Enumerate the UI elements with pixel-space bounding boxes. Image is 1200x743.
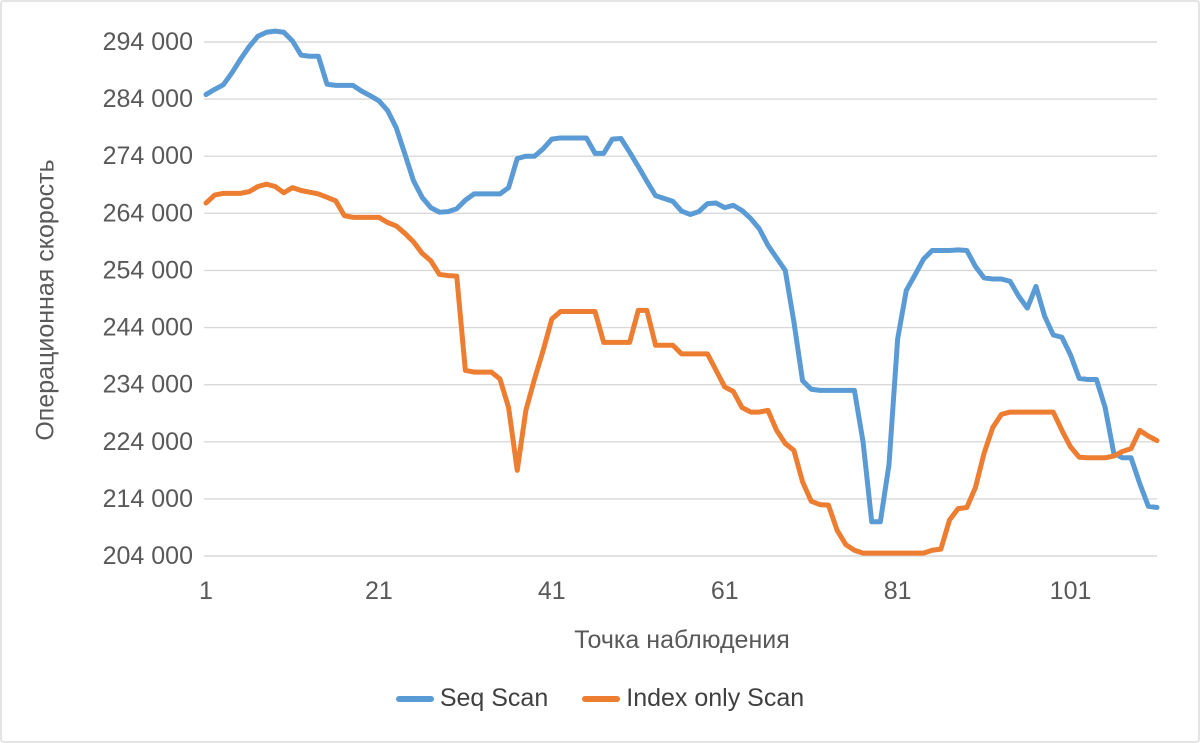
y-tick-label: 214 000	[103, 485, 193, 513]
legend-item-seq-scan: Seq Scan	[395, 684, 549, 713]
seq-scan-line	[203, 28, 1160, 525]
seq-scan-swatch	[395, 695, 434, 702]
y-tick-label: 224 000	[103, 428, 193, 456]
x-tick-label: 21	[365, 577, 393, 605]
y-tick-label: 234 000	[103, 371, 193, 399]
y-tick-label: 264 000	[103, 199, 193, 227]
legend: Seq Scan Index only Scan	[2, 684, 1198, 713]
y-tick-label: 254 000	[103, 256, 193, 284]
index-only-scan-swatch	[582, 695, 621, 702]
legend-item-index-only-scan: Index only Scan	[582, 684, 804, 713]
y-axis-title: Операционная скорость	[31, 159, 60, 441]
x-tick-label: 81	[884, 577, 912, 605]
x-tick-label: 61	[711, 577, 739, 605]
x-tick-label: 41	[538, 577, 566, 605]
y-tick-label: 244 000	[103, 314, 193, 342]
y-tick-label: 274 000	[103, 142, 193, 170]
x-tick-label: 1	[199, 577, 213, 605]
seq-scan-legend-label: Seq Scan	[439, 684, 549, 712]
index-only-scan-line	[203, 181, 1160, 556]
x-axis-title: Точка наблюдения	[574, 626, 790, 654]
index-only-scan-legend-label: Index only Scan	[626, 684, 805, 712]
x-tick-label: 101	[1050, 577, 1092, 605]
y-tick-label: 204 000	[103, 542, 193, 570]
y-tick-label: 294 000	[103, 28, 193, 56]
y-tick-label: 284 000	[103, 85, 193, 113]
